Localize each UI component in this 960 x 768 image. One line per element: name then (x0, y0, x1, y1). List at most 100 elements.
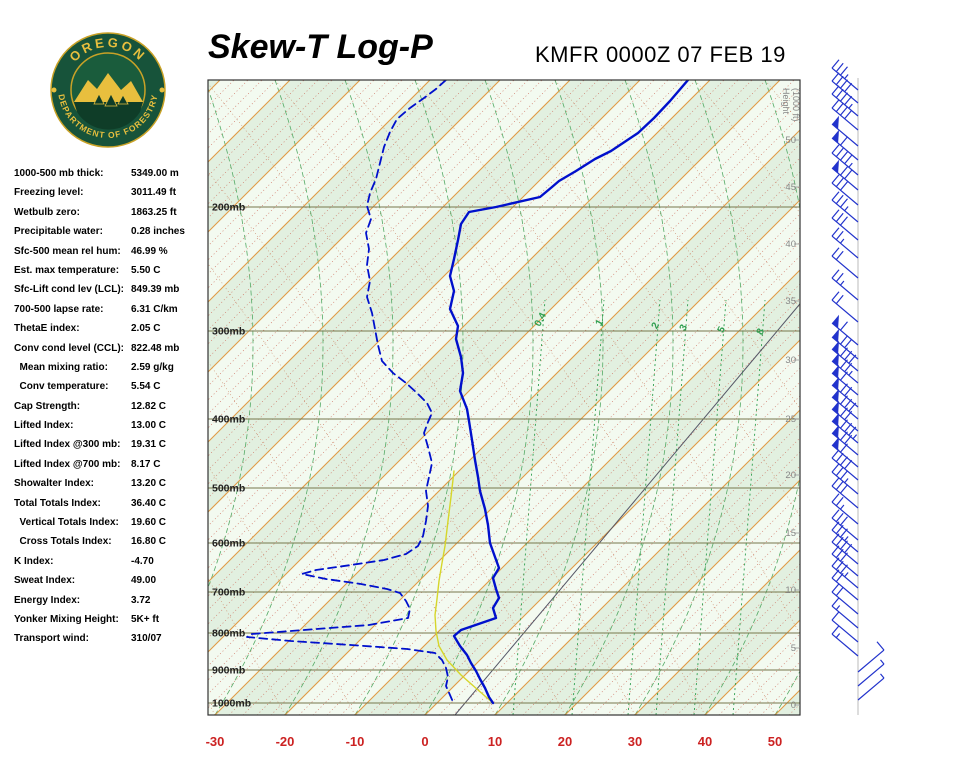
indices-panel: 1000-500 mb thick: 5349.00 m Freezing leve… (14, 166, 214, 651)
stat-row: Cap Strength: 12.82 C (14, 399, 214, 418)
svg-text:2: 2 (650, 320, 663, 330)
svg-text:400mb: 400mb (212, 414, 245, 426)
stat-value: 6.31 C/km (131, 303, 178, 315)
stat-label: Freezing level: (14, 187, 84, 199)
svg-text:35: 35 (785, 296, 796, 307)
logo-tree (93, 93, 129, 107)
svg-text:50: 50 (768, 734, 782, 749)
chart-plot-area (208, 80, 800, 715)
svg-text:30: 30 (785, 355, 796, 366)
stat-value: 19.31 C (131, 439, 167, 451)
svg-text:-10: -10 (346, 734, 365, 749)
stat-value: 822.48 mb (131, 342, 180, 354)
svg-text:600mb: 600mb (212, 538, 245, 550)
stat-label: Cross Totals Index: (14, 536, 112, 548)
stat-label: Conv cond level (CCL): (14, 342, 125, 354)
stat-value: 19.60 C (131, 517, 167, 529)
svg-text:30: 30 (628, 734, 642, 749)
svg-text:20: 20 (785, 470, 796, 481)
stat-row: Sfc-Lift cond lev (LCL): 849.39 mb (14, 282, 214, 301)
stat-row: K Index: -4.70 (14, 554, 214, 573)
stat-row: 700-500 lapse rate: 6.31 C/km (14, 302, 214, 321)
stat-label: Lifted Index: (14, 420, 74, 432)
svg-text:40: 40 (785, 239, 796, 250)
svg-text:10: 10 (488, 734, 502, 749)
stat-value: 13.20 C (131, 478, 167, 490)
stat-label: Sweat Index: (14, 575, 76, 587)
logo-star-left (51, 87, 57, 93)
svg-text:45: 45 (785, 182, 796, 193)
stat-value: 1863.25 ft (131, 206, 177, 218)
stat-value: -4.70 (131, 555, 154, 567)
stat-label: ThetaE index: (14, 323, 80, 335)
stat-value: 5349.00 m (131, 168, 179, 179)
svg-text:8: 8 (755, 326, 768, 336)
svg-text:800mb: 800mb (212, 628, 245, 640)
stat-row: Total Totals Index: 36.40 C (14, 496, 214, 515)
stat-label: Total Totals Index: (14, 497, 101, 509)
svg-text:(1000 ft): (1000 ft) (791, 88, 801, 122)
stat-value: 5.50 C (131, 264, 161, 276)
stat-row: 1000-500 mb thick: 5349.00 m (14, 166, 214, 185)
svg-text:3: 3 (678, 322, 691, 332)
stat-value: 13.00 C (131, 420, 167, 432)
stat-value: 3.72 (131, 594, 151, 606)
stat-row: ThetaE index: 2.05 C (14, 321, 214, 340)
stat-label: 1000-500 mb thick: (14, 168, 104, 179)
stat-label: Lifted Index @700 mb: (14, 458, 121, 470)
stat-row: Vertical Totals Index: 19.60 C (14, 515, 214, 534)
svg-text:0: 0 (791, 700, 796, 711)
svg-text:Height: Height (781, 88, 791, 115)
stat-row: Showalter Index: 13.20 C (14, 476, 214, 495)
logo-ground (74, 102, 143, 130)
svg-text:1: 1 (594, 317, 607, 327)
stat-label: Mean mixing ratio: (14, 361, 108, 373)
logo-mountains (74, 73, 143, 102)
stat-value: 5.54 C (131, 381, 161, 393)
svg-text:10: 10 (785, 585, 796, 596)
stat-value: 3011.49 ft (131, 187, 177, 199)
stat-value: 310/07 (131, 633, 162, 645)
stat-label: Est. max temperature: (14, 264, 120, 276)
stat-label: Yonker Mixing Height: (14, 613, 119, 625)
stat-row: Wetbulb zero: 1863.25 ft (14, 205, 214, 224)
stat-row: Sfc-500 mean rel hum: 46.99 % (14, 244, 214, 263)
stat-value: 8.17 C (131, 458, 161, 470)
stat-row: Mean mixing ratio: 2.59 g/kg (14, 360, 214, 379)
stat-label: Conv temperature: (14, 381, 109, 393)
svg-text:50: 50 (785, 135, 796, 146)
stat-value: 0.28 inches (131, 226, 185, 238)
stat-label: Vertical Totals Index: (14, 517, 119, 529)
stat-value: 16.80 C (131, 536, 167, 548)
stat-row: Lifted Index @700 mb: 8.17 C (14, 457, 214, 476)
svg-text:5: 5 (716, 324, 729, 334)
stat-row: Lifted Index @300 mb: 19.31 C (14, 437, 214, 456)
stat-value: 46.99 % (131, 245, 168, 257)
stat-label: 700-500 lapse rate: (14, 303, 104, 315)
stat-label: Showalter Index: (14, 478, 95, 490)
chart-border (207, 79, 801, 716)
page-title: Skew-T Log-P (208, 28, 433, 66)
stat-value: 5K+ ft (131, 613, 160, 625)
stat-row: Conv cond level (CCL): 822.48 mb (14, 341, 214, 360)
svg-text:700mb: 700mb (212, 587, 245, 599)
svg-text:-20: -20 (276, 734, 295, 749)
stat-row: Est. max temperature: 5.50 C (14, 263, 214, 282)
agency-logo: OREGON DEPARTMENT OF FORESTRY (50, 32, 166, 148)
stat-value: 2.05 C (131, 323, 161, 335)
stat-value: 2.59 g/kg (131, 361, 174, 373)
svg-text:300mb: 300mb (212, 326, 245, 338)
stat-row: Yonker Mixing Height: 5K+ ft (14, 612, 214, 631)
svg-text:200mb: 200mb (212, 202, 245, 214)
stat-row: Freezing level: 3011.49 ft (14, 185, 214, 204)
stat-value: 36.40 C (131, 497, 167, 509)
svg-text:5: 5 (791, 643, 796, 654)
stat-row: Energy Index: 3.72 (14, 593, 214, 612)
stat-label: Wetbulb zero: (14, 206, 80, 218)
svg-text:25: 25 (785, 414, 796, 425)
stat-row: Sweat Index: 49.00 (14, 573, 214, 592)
stat-label: Transport wind: (14, 633, 89, 645)
stat-row: Conv temperature: 5.54 C (14, 379, 214, 398)
